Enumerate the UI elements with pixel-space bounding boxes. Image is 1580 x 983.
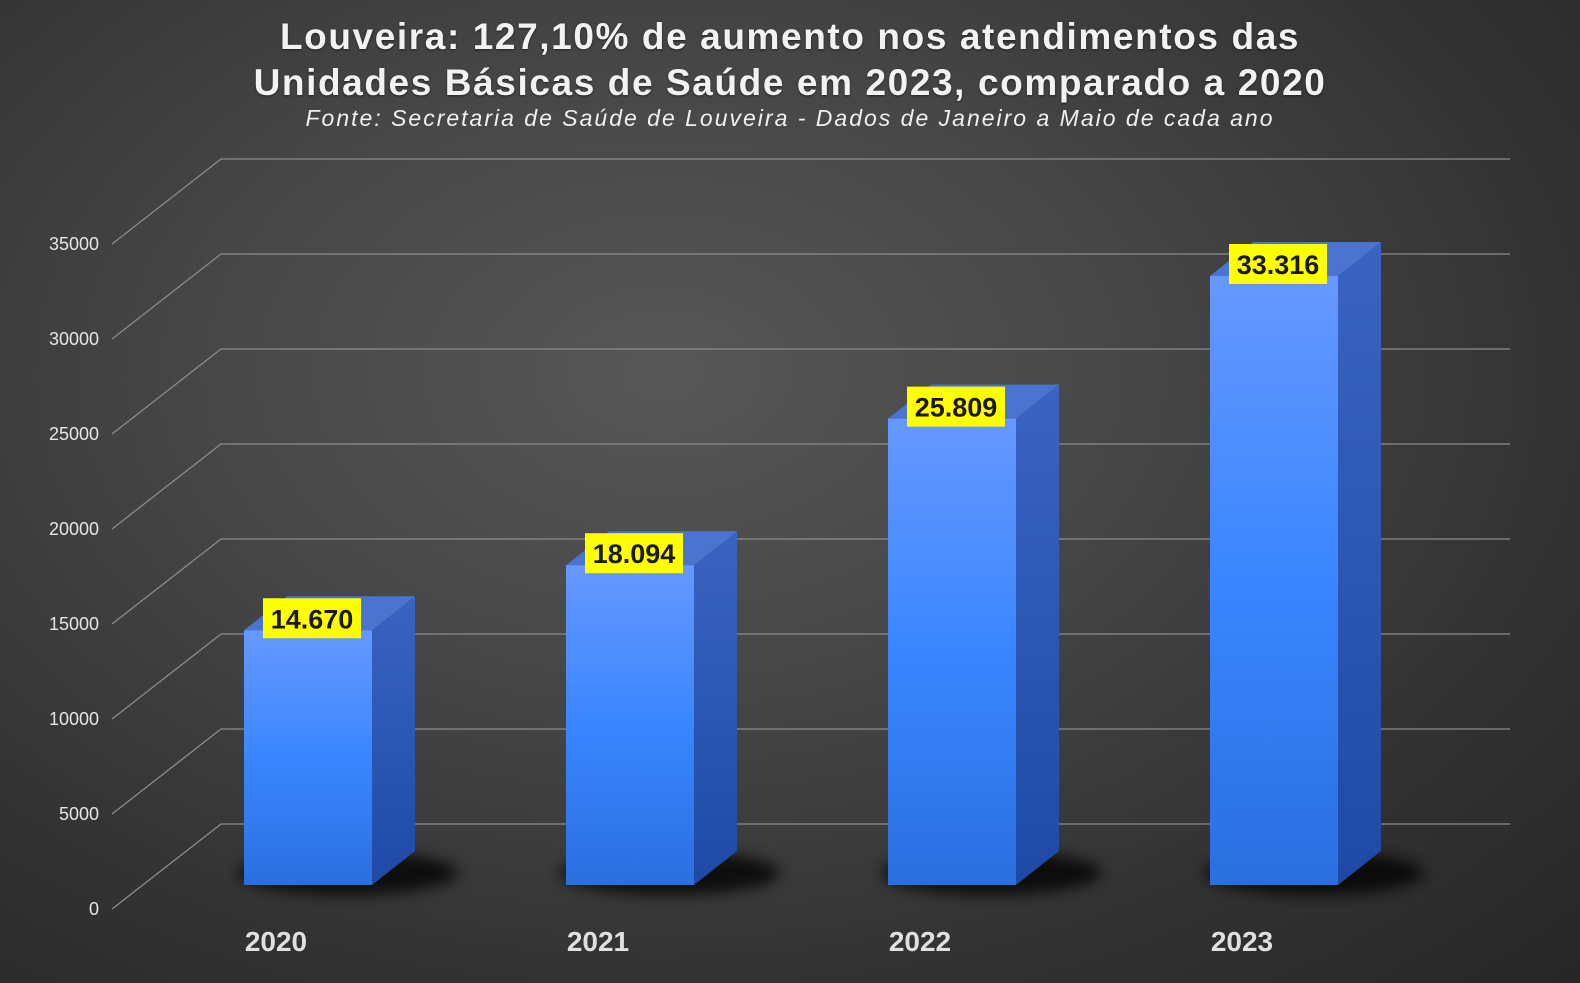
- y-tick-label: 20000: [49, 519, 99, 539]
- chart-title-line-1: Louveira: 127,10% de aumento nos atendim…: [279, 16, 1301, 57]
- gridline: [111, 158, 1510, 245]
- y-axis: 0 5000 10000 15000 20000 25000 30000 35000: [49, 234, 99, 919]
- data-label: 33.316: [1237, 250, 1320, 280]
- x-axis: 2020 2021 2022 2023: [245, 926, 1273, 957]
- data-label-box: [907, 386, 1005, 427]
- bar-front-face: [566, 565, 694, 885]
- gridline: [111, 348, 1510, 435]
- bar-2023: 33.316: [1204, 241, 1424, 895]
- data-label: 18.094: [593, 539, 676, 569]
- chart-subtitle: Fonte: Secretaria de Saúde de Louveira -…: [305, 105, 1275, 131]
- bar-side-face: [372, 596, 415, 885]
- gridline: [111, 253, 1510, 340]
- y-tick-label: 30000: [49, 329, 99, 349]
- data-label-box: [585, 533, 683, 574]
- gridline: [111, 823, 1510, 910]
- bar-side-face: [1338, 241, 1381, 886]
- gridline: [111, 443, 1510, 530]
- bar-side-face: [1016, 384, 1059, 885]
- bar-side-face: [694, 531, 737, 885]
- y-tick-label: 5000: [59, 804, 99, 824]
- bar-front-face: [888, 418, 1016, 885]
- gridline: [111, 538, 1510, 625]
- chart-title-line-2: Unidades Básicas de Saúde em 2023, compa…: [253, 62, 1327, 103]
- gridline: [111, 728, 1510, 815]
- data-label-box: [263, 598, 361, 639]
- data-label-box: [1229, 243, 1327, 284]
- bar-front-face: [1210, 275, 1338, 886]
- bar-2020: 14.670: [238, 596, 458, 895]
- y-tick-label: 25000: [49, 424, 99, 444]
- bar-2022: 25.809: [882, 384, 1102, 895]
- y-tick-label: 0: [89, 899, 99, 919]
- y-tick-label: 15000: [49, 614, 99, 634]
- chart-title-block: Louveira: 127,10% de aumento nos atendim…: [0, 14, 1580, 132]
- y-tick-label: 10000: [49, 709, 99, 729]
- bars: 14.670 18.094 25.809 33.316: [238, 241, 1424, 895]
- x-tick-label: 2023: [1211, 926, 1273, 957]
- gridlines: [111, 158, 1510, 910]
- x-tick-label: 2022: [889, 926, 951, 957]
- bar-2021: 18.094: [560, 531, 780, 895]
- y-tick-label: 35000: [49, 234, 99, 254]
- data-label: 14.670: [271, 604, 354, 634]
- gridline: [111, 633, 1510, 720]
- x-tick-label: 2020: [245, 926, 307, 957]
- x-tick-label: 2021: [567, 926, 629, 957]
- bar-front-face: [244, 630, 372, 885]
- data-label: 25.809: [915, 393, 998, 423]
